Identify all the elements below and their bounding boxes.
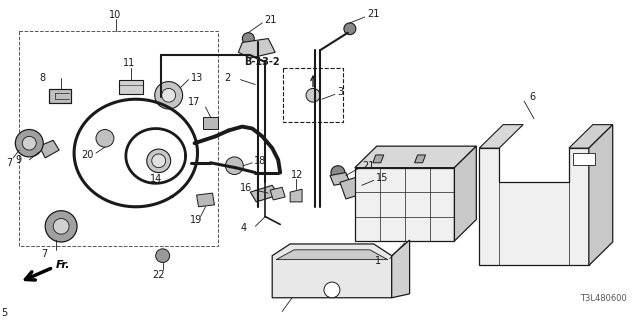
Polygon shape <box>276 250 388 260</box>
Polygon shape <box>202 117 218 129</box>
Circle shape <box>15 130 44 157</box>
Text: 11: 11 <box>123 58 135 68</box>
Polygon shape <box>238 38 275 58</box>
Circle shape <box>155 82 182 109</box>
Circle shape <box>162 88 175 102</box>
Circle shape <box>45 211 77 242</box>
Text: 21: 21 <box>367 9 379 19</box>
Polygon shape <box>479 148 589 266</box>
Polygon shape <box>479 124 523 148</box>
Text: 14: 14 <box>150 174 162 184</box>
Text: 21: 21 <box>362 161 374 171</box>
Text: 12: 12 <box>291 171 303 180</box>
Text: 18: 18 <box>254 156 266 166</box>
Polygon shape <box>119 80 143 94</box>
Text: 3: 3 <box>337 87 343 97</box>
Text: B-13-2: B-13-2 <box>244 57 280 67</box>
Polygon shape <box>270 187 285 200</box>
Text: 7: 7 <box>6 158 13 168</box>
Polygon shape <box>355 168 454 241</box>
Circle shape <box>225 157 243 174</box>
Text: 4: 4 <box>241 223 246 233</box>
Text: 19: 19 <box>191 215 203 226</box>
Polygon shape <box>340 175 368 199</box>
Text: 20: 20 <box>81 150 93 160</box>
Polygon shape <box>250 185 278 202</box>
Text: 13: 13 <box>191 73 203 83</box>
Circle shape <box>96 130 114 147</box>
Text: Fr.: Fr. <box>56 260 70 270</box>
Circle shape <box>156 249 170 262</box>
Circle shape <box>22 136 36 150</box>
Polygon shape <box>272 244 392 298</box>
Text: 15: 15 <box>376 173 388 183</box>
Polygon shape <box>39 140 59 158</box>
Circle shape <box>324 282 340 298</box>
Circle shape <box>306 88 320 102</box>
Text: 5: 5 <box>1 308 8 318</box>
Text: 16: 16 <box>241 183 253 193</box>
Bar <box>283 68 343 122</box>
Bar <box>19 31 218 246</box>
Polygon shape <box>330 172 350 185</box>
Text: 9: 9 <box>15 155 22 165</box>
Polygon shape <box>49 89 71 103</box>
Text: 6: 6 <box>529 92 535 102</box>
Text: 21: 21 <box>264 15 276 25</box>
Circle shape <box>152 154 166 168</box>
Circle shape <box>331 166 345 180</box>
Polygon shape <box>569 124 612 148</box>
Polygon shape <box>290 189 302 202</box>
Circle shape <box>344 23 356 35</box>
Text: 7: 7 <box>41 249 47 259</box>
Polygon shape <box>589 124 612 266</box>
Polygon shape <box>392 240 410 298</box>
Text: 22: 22 <box>152 270 165 280</box>
Text: T3L480600: T3L480600 <box>580 294 627 303</box>
Text: 1: 1 <box>375 256 381 266</box>
Circle shape <box>53 219 69 234</box>
Text: 2: 2 <box>225 73 230 83</box>
Polygon shape <box>196 193 214 207</box>
Polygon shape <box>372 155 384 163</box>
Text: 17: 17 <box>188 97 200 107</box>
Polygon shape <box>415 155 426 163</box>
Text: 8: 8 <box>39 73 45 83</box>
Polygon shape <box>454 146 476 241</box>
Circle shape <box>243 33 254 44</box>
Circle shape <box>147 149 171 172</box>
Polygon shape <box>355 146 476 168</box>
Text: 10: 10 <box>109 10 121 20</box>
Bar <box>573 153 595 165</box>
